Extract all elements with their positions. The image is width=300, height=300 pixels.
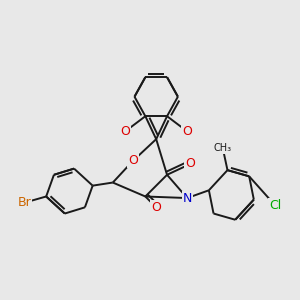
Text: N: N: [182, 191, 192, 205]
Text: CH₃: CH₃: [214, 143, 232, 154]
Text: O: O: [128, 154, 138, 167]
Text: O: O: [151, 201, 161, 214]
Text: O: O: [182, 125, 192, 138]
Text: O: O: [185, 158, 195, 170]
Text: Cl: Cl: [269, 199, 282, 212]
Text: Br: Br: [18, 196, 31, 209]
Text: O: O: [120, 125, 130, 138]
